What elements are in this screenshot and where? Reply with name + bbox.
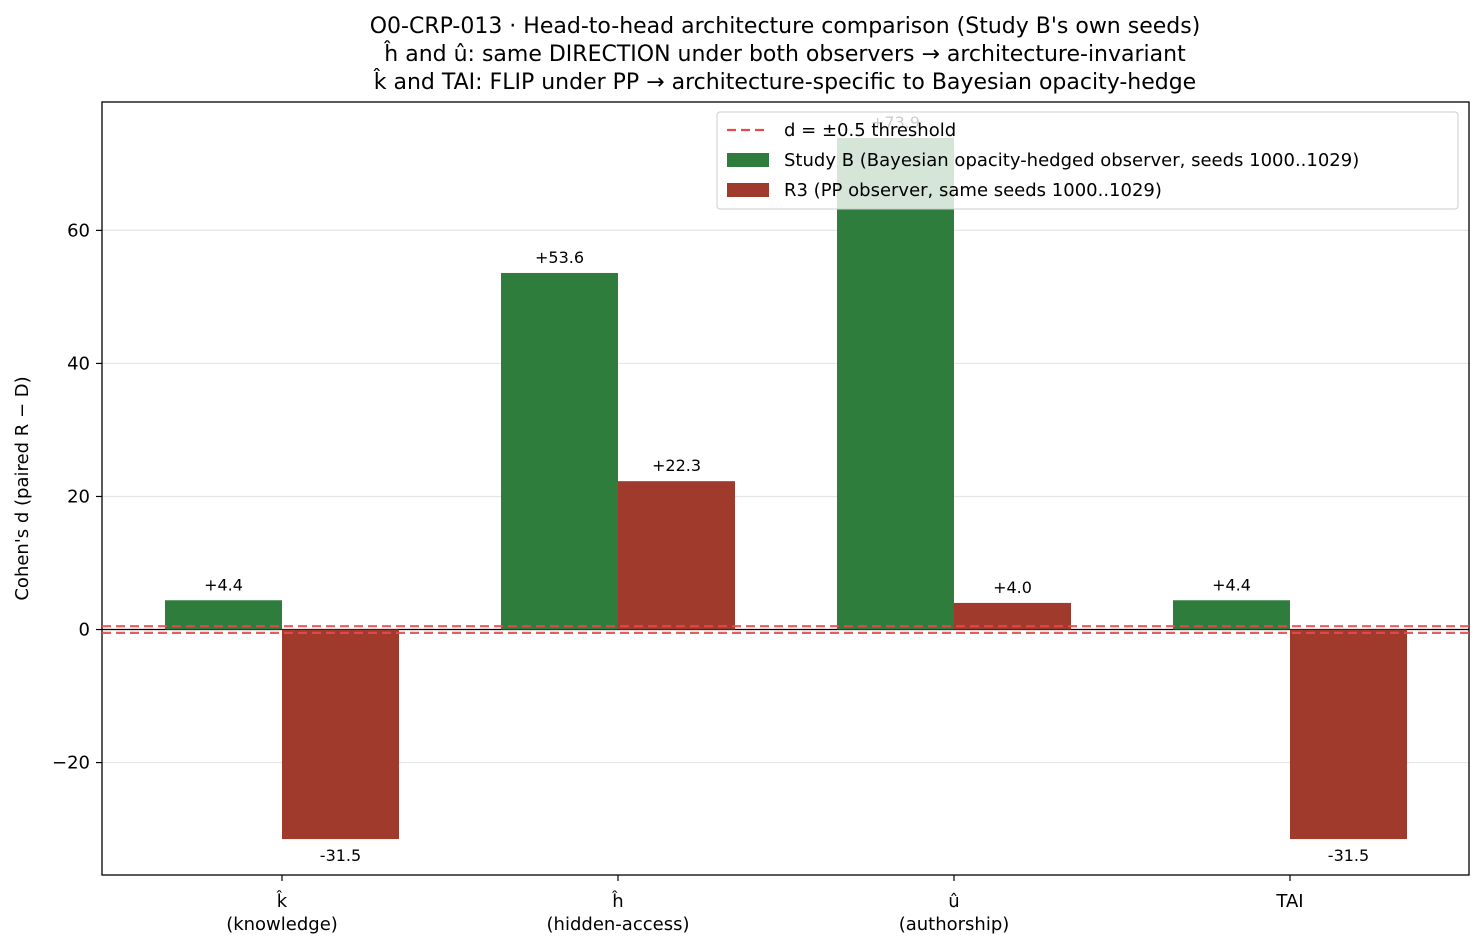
bar-labels: +4.4+53.6+73.9+4.4-31.5+22.3+4.0-31.5 bbox=[204, 113, 1369, 865]
y-tick-label: 60 bbox=[67, 220, 90, 241]
x-tick-label-symbol: TAI bbox=[1275, 891, 1303, 912]
bar-series-1-2 bbox=[837, 137, 954, 630]
y-axis-label: Cohen's d (paired R − D) bbox=[12, 376, 33, 600]
bar-series-1-3 bbox=[1173, 600, 1290, 630]
bar-series-1-1 bbox=[501, 272, 618, 630]
threshold-lines bbox=[102, 625, 1469, 634]
legend-label-1: Study B (Bayesian opacity-hedged observe… bbox=[784, 150, 1359, 171]
x-axis: k̂(knowledge) ĥ(hidden-access) û(authorshi… bbox=[226, 875, 1304, 935]
title-line-2: ĥ and û: same DIRECTION under both obser… bbox=[383, 41, 1186, 67]
bar-series-2-0 bbox=[282, 629, 399, 840]
x-tick-label-name: (knowledge) bbox=[226, 914, 338, 935]
legend-label-2: R3 (PP observer, same seeds 1000..1029) bbox=[784, 180, 1162, 201]
plot-frame bbox=[101, 101, 1470, 876]
bar-label-2-2: +4.0 bbox=[993, 578, 1032, 597]
bar-series-1-0 bbox=[165, 600, 282, 630]
legend-label-0: d = ±0.5 threshold bbox=[784, 120, 956, 141]
title-line-1: O0-CRP-013 · Head-to-head architecture c… bbox=[370, 14, 1201, 39]
bar-label-1-1: +53.6 bbox=[535, 248, 584, 267]
title-line-3: k̂ and TAI: FLIP under PP → architecture… bbox=[373, 69, 1196, 95]
bar-series-2-1 bbox=[618, 481, 735, 630]
bar-series-2-2 bbox=[954, 602, 1071, 630]
bar-series-2-3 bbox=[1290, 629, 1407, 840]
legend-swatch-series-2 bbox=[727, 183, 769, 197]
x-tick-label-symbol: û bbox=[948, 891, 959, 912]
y-tick-label: −20 bbox=[52, 753, 90, 774]
y-tick-label: 40 bbox=[67, 353, 90, 374]
x-tick-label-name: (hidden-access) bbox=[547, 914, 690, 935]
legend-box bbox=[716, 111, 1459, 210]
bar-label-2-1: +22.3 bbox=[652, 456, 701, 475]
legend: d = ±0.5 threshold Study B (Bayesian opac… bbox=[716, 111, 1459, 210]
chart-title: O0-CRP-013 · Head-to-head architecture c… bbox=[370, 14, 1201, 95]
x-tick-label-symbol: ĥ bbox=[611, 890, 623, 912]
bar-label-1-0: +4.4 bbox=[204, 575, 243, 594]
y-tick-label: 0 bbox=[79, 620, 90, 641]
bar-label-1-3: +4.4 bbox=[1212, 575, 1251, 594]
bars bbox=[165, 137, 1407, 840]
y-tick-label: 20 bbox=[67, 486, 90, 507]
legend-swatch-series-1 bbox=[727, 153, 769, 167]
x-tick-label-symbol: k̂ bbox=[276, 891, 288, 912]
bar-label-2-3: -31.5 bbox=[1328, 846, 1369, 865]
x-tick-label-name: (authorship) bbox=[899, 914, 1010, 935]
y-axis: −20 0 20 40 60 bbox=[52, 220, 102, 774]
bar-label-2-0: -31.5 bbox=[320, 846, 361, 865]
